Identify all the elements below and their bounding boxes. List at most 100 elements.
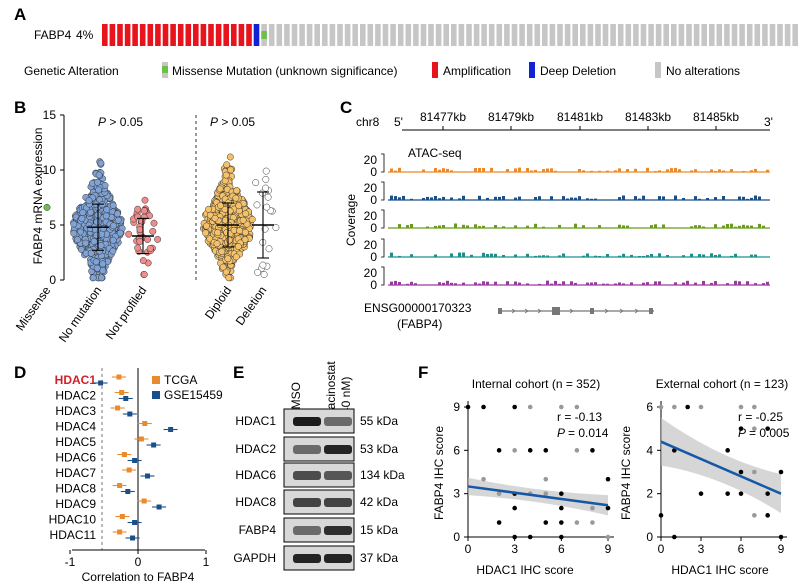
c-track-ymax: 20 [364, 209, 378, 223]
c-track-bar [478, 195, 481, 200]
d-legend-tcga: TCGA [164, 373, 197, 387]
b-point [110, 222, 117, 230]
c-track-bar [518, 196, 521, 200]
oncoprint-cell [367, 24, 374, 46]
legend-amplification: Amplification [432, 62, 511, 78]
f-point [512, 505, 517, 511]
c-track-bar [642, 282, 645, 285]
b-point [202, 229, 210, 237]
oncoprint-track [102, 24, 798, 46]
b-pvalue-left-rest: > 0.05 [106, 115, 143, 129]
c-track-bar [410, 254, 413, 257]
c-track-bar [462, 252, 465, 257]
oncoprint-cell [655, 24, 662, 46]
fl-p: P = 0.014 [557, 426, 609, 440]
c-track-bar [518, 282, 521, 285]
c-track-bar [570, 197, 573, 200]
c-track-bar [410, 224, 413, 228]
b-point [235, 202, 243, 210]
f-point [512, 534, 517, 540]
b-point [262, 175, 270, 183]
c-track-ymin: 0 [370, 193, 377, 207]
c-track-bar [586, 198, 589, 200]
b-point [70, 229, 78, 237]
b-point [77, 246, 85, 253]
oncoprint-cell [405, 24, 412, 46]
b-point [262, 167, 270, 175]
c-track-bar [690, 170, 693, 172]
e-band [324, 471, 352, 480]
c-track-bar [566, 198, 569, 200]
c-track-bar [562, 281, 565, 285]
c-track-bar [766, 281, 769, 285]
c-track-bar [394, 280, 397, 285]
c-track-bar [646, 167, 649, 172]
c-track-bar [506, 169, 509, 172]
b-point [242, 210, 250, 218]
e-band [293, 554, 321, 563]
c-track-bar [426, 196, 429, 200]
b-point [217, 202, 224, 209]
d-tcga-point [119, 514, 125, 519]
c-track-bar [694, 225, 697, 228]
oncoprint-cell [648, 24, 654, 46]
f-x-tick-label: 9 [605, 542, 612, 556]
b-point [253, 201, 261, 209]
b-pvalue-left: P > 0.05 [98, 115, 143, 129]
c-track-bar [726, 283, 729, 285]
c-track-bar [478, 226, 481, 228]
b-point [211, 214, 219, 222]
c-track-bar [602, 283, 605, 285]
b-point [225, 236, 233, 244]
c-track-bar [718, 254, 721, 257]
c-coord-tick-label: 81479kb [488, 110, 534, 124]
c-track-ymin: 0 [370, 165, 377, 179]
c-track-bar [558, 224, 561, 228]
d-legend: TCGA GSE15459 [152, 373, 223, 402]
c-track-bar [442, 196, 445, 200]
oncoprint-cell [208, 24, 214, 46]
d-tcga-point [117, 483, 123, 488]
f-point [658, 404, 664, 410]
c-track-bar [646, 255, 649, 257]
c-track-bar [558, 255, 561, 257]
c-track-bar [718, 169, 721, 172]
c-track-bar [694, 282, 697, 285]
e-band [293, 498, 321, 507]
c-track-bracket [381, 153, 385, 173]
fr-plot: 0 3 6 9 0 2 4 6 [646, 400, 787, 556]
c-track-bar [534, 255, 537, 257]
b-point [260, 271, 268, 278]
legend-swatch-amplification [432, 62, 438, 78]
c-track-bar [578, 196, 581, 200]
oncoprint-cell [276, 24, 283, 46]
c-track-bar [498, 196, 501, 200]
f-x-tick-label: 3 [511, 542, 518, 556]
b-point [94, 178, 101, 186]
c-track-bar [654, 171, 657, 172]
oncoprint-cell [504, 24, 510, 46]
f-y-tick-label: 6 [646, 400, 653, 414]
c-track-bar [730, 223, 733, 228]
c-track-bar [514, 168, 517, 172]
f-point [778, 469, 784, 475]
c-track-bar [414, 283, 417, 285]
c-track-bar [638, 256, 641, 257]
f-point [559, 505, 564, 511]
d-x-tick-label: 1 [203, 555, 210, 569]
b-point [252, 179, 260, 187]
c-track-bar [594, 282, 597, 285]
b-point [272, 224, 280, 232]
e-col-dacinostat-dose: (40 nM) [339, 377, 353, 418]
c-track-ymax: 20 [364, 266, 378, 280]
c-track-bar [614, 170, 617, 172]
oncoprint-cell [716, 24, 723, 46]
c-track-bar [650, 225, 653, 228]
panel-label-a: A [14, 5, 26, 24]
b-point [263, 203, 271, 211]
b-point [74, 236, 81, 244]
c-track-bar [434, 254, 437, 257]
f-point [574, 448, 580, 453]
oncoprint-cell [177, 24, 184, 46]
oncoprint-cell [580, 24, 586, 46]
